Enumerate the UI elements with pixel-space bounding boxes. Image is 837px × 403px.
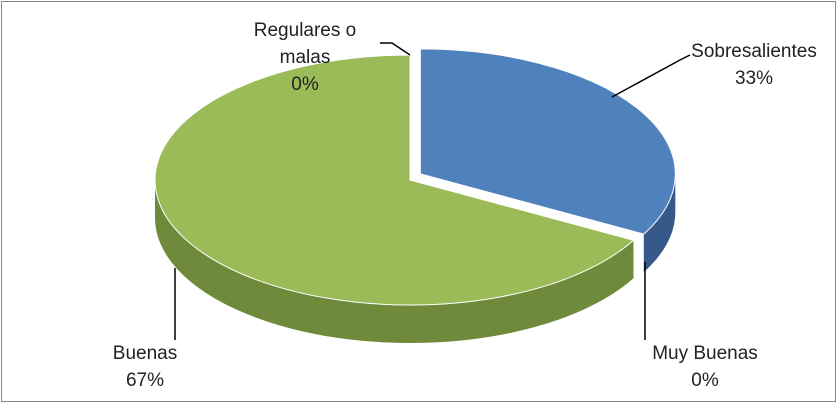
slice-label: Sobresalientes 33% [688,38,820,92]
value-label: 0% [291,74,319,95]
category-label: Buenas [112,343,178,364]
value-label: 33% [734,68,774,89]
slice [154,54,635,306]
pie [154,48,676,344]
leader-line [611,54,691,98]
slice [419,48,676,235]
slice-side [643,173,676,273]
category-label: Regulares o malas [253,20,357,68]
value-label: 67% [125,370,165,391]
leader-line [380,42,411,56]
value-label: 0% [691,370,719,391]
slice-label: Buenas 67% [90,340,200,394]
slice-label: Regulares o malas 0% [230,17,380,98]
category-label: Muy Buenas [652,343,758,364]
slice-side [155,180,634,344]
category-label: Sobresalientes [691,41,817,62]
slice-label: Muy Buenas 0% [625,340,785,394]
pie-sides [155,173,676,344]
pie-tops [154,48,676,306]
